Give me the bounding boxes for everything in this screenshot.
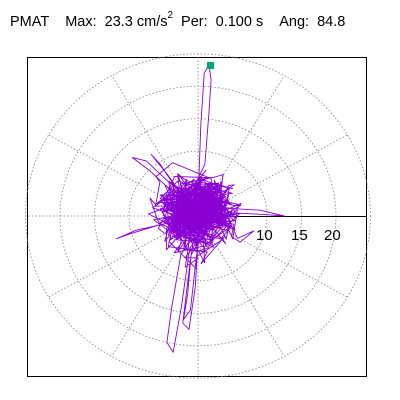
grid-spoke-300 (197, 215, 285, 357)
grid-spoke-150 (48, 134, 199, 217)
max-label: Max: (65, 14, 97, 30)
period-value: 0.100 s (215, 14, 264, 30)
angle-label: Ang: (279, 14, 310, 30)
grid-spoke-120 (111, 75, 199, 217)
chart-header: PMAT Max: 23.3 cm/s2 Per: 0.100 s Ang: 84.8 (10, 11, 346, 30)
radial-tick-labels: 10 15 20 (256, 227, 341, 244)
max-exponent: 2 (167, 10, 174, 22)
tick-label-10: 10 (256, 227, 273, 244)
component-label: PMAT (10, 14, 50, 30)
acceleration-trace (116, 64, 285, 353)
trace-path (116, 64, 285, 353)
max-marker (207, 62, 214, 69)
max-value: 23.3 cm/s (104, 14, 168, 30)
grid-spoke-240 (111, 215, 199, 357)
angle-value: 84.8 (317, 14, 346, 30)
tick-label-20: 20 (324, 227, 341, 244)
tick-label-15: 15 (291, 227, 308, 244)
period-label: Per: (181, 14, 208, 30)
grid-spoke-60 (197, 75, 285, 217)
